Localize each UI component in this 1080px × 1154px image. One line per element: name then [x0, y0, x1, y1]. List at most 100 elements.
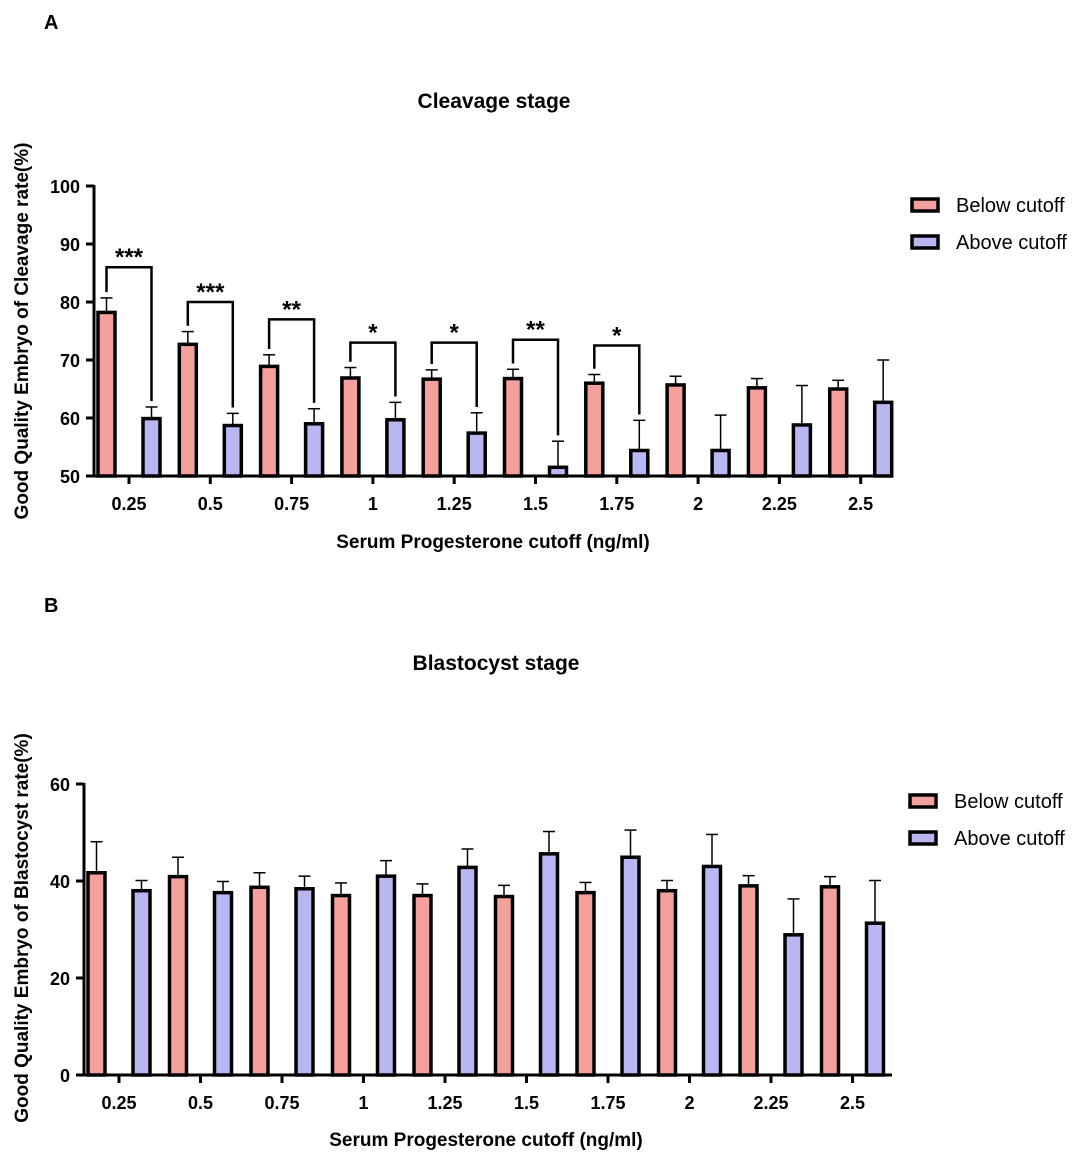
legend-label-b-1: Above cutoff: [954, 828, 1065, 850]
x-tick-label-b-3: 1: [358, 1093, 368, 1113]
bar-a-s0-1: [177, 342, 199, 478]
x-tick-label-b-1: 0.5: [188, 1093, 213, 1113]
bar-b-s1-9: [864, 921, 886, 1077]
significance-bracket-2: [267, 318, 316, 403]
bar-b-s1-6: [620, 855, 641, 1077]
significance-label-3: *: [368, 320, 378, 347]
chart-title-a: Cleavage stage: [418, 90, 571, 113]
significance-label-1: ***: [196, 279, 225, 306]
y-tick-label-b-2: 40: [50, 872, 70, 892]
significance-label-4: *: [450, 320, 460, 347]
x-tick-label-a-9: 2.5: [848, 494, 873, 514]
significance-label-6: *: [612, 323, 622, 350]
chart-title-b: Blastocyst stage: [413, 652, 580, 675]
bar-a-s1-6: [629, 448, 650, 478]
x-tick-label-a-8: 2.25: [762, 494, 797, 514]
bar-a-s0-4: [421, 377, 442, 478]
legend-swatch-b-0: [908, 793, 938, 809]
y-tick-label-a-0: 50: [60, 467, 80, 487]
significance-bracket-1: [186, 300, 235, 408]
x-tick-label-b-5: 1.5: [514, 1093, 539, 1113]
x-tick-label-b-7: 2: [684, 1093, 694, 1113]
x-tick-label-a-6: 1.75: [599, 494, 634, 514]
significance-label-5: **: [526, 317, 545, 344]
y-tick-label-a-2: 70: [60, 351, 80, 371]
bar-b-s1-1: [212, 890, 234, 1077]
x-tick-label-a-3: 1: [368, 494, 378, 514]
bar-b-s0-5: [493, 894, 515, 1077]
bar-a-s1-8: [791, 423, 813, 478]
bar-b-s0-0: [86, 871, 107, 1077]
bar-b-s0-7: [656, 888, 678, 1077]
plot-area-b: 0 20 40 60 0.25 0.5 0.75 1 1.25 1.5 1.75 2 2.25 2.5 Be…: [50, 775, 1065, 1113]
bar-b-s1-2: [294, 887, 315, 1077]
bar-b-s1-5: [538, 852, 560, 1077]
x-axis-label-b: Serum Progesterone cutoff (ng/ml): [329, 1130, 643, 1151]
bar-b-s1-7: [701, 864, 723, 1077]
y-tick-label-a-1: 60: [60, 409, 80, 429]
panel-letter-b: B: [44, 595, 58, 617]
bar-a-s0-3: [340, 376, 361, 478]
x-tick-label-a-7: 2: [693, 494, 703, 514]
bar-b-s1-3: [375, 874, 397, 1077]
x-axis-label-a: Serum Progesterone cutoff (ng/ml): [336, 532, 650, 553]
bar-a-s0-9: [827, 387, 849, 478]
y-axis-label-a: Good Quality Embryo of Cleavage rate(%): [12, 143, 33, 520]
y-tick-label-b-0: 0: [60, 1066, 70, 1086]
x-tick-label-b-4: 1.25: [427, 1093, 462, 1113]
bar-a-s1-0: [141, 416, 162, 478]
y-tick-label-a-5: 100: [50, 177, 80, 197]
bar-b-s0-6: [575, 890, 596, 1077]
bar-a-s1-1: [222, 423, 244, 478]
bar-a-s0-7: [665, 383, 686, 478]
bar-b-s0-2: [249, 885, 270, 1077]
legend-label-a-0: Below cutoff: [956, 195, 1065, 217]
legend-swatch-a-1: [910, 234, 940, 250]
bar-a-s1-4: [466, 431, 487, 478]
x-tick-label-b-6: 1.75: [590, 1093, 625, 1113]
legend-label-a-1: Above cutoff: [956, 232, 1067, 254]
significance-bracket-3: [349, 341, 397, 397]
bar-b-s0-9: [819, 885, 841, 1077]
y-tick-label-a-4: 90: [60, 235, 80, 255]
bar-a-s1-3: [385, 417, 406, 478]
bar-b-s0-1: [167, 874, 189, 1077]
bar-a-s0-2: [258, 364, 280, 478]
x-tick-label-a-1: 0.5: [198, 494, 223, 514]
x-tick-label-b-0: 0.25: [101, 1093, 136, 1113]
legend-label-b-0: Below cutoff: [954, 791, 1063, 813]
bar-a-s0-6: [584, 381, 605, 478]
bar-b-s0-4: [412, 893, 433, 1077]
y-tick-label-a-3: 80: [60, 293, 80, 313]
x-tick-label-b-2: 0.75: [264, 1093, 299, 1113]
x-tick-label-a-2: 0.75: [274, 494, 309, 514]
bar-a-s1-5: [547, 465, 569, 478]
bar-b-s1-0: [131, 888, 152, 1077]
x-tick-label-b-8: 2.25: [753, 1093, 788, 1113]
panel-a: A Cleavage stage Serum Progesterone cuto…: [12, 12, 1067, 553]
bar-a-s0-5: [502, 376, 524, 478]
significance-label-2: **: [282, 296, 301, 323]
significance-bracket-0: [105, 265, 153, 402]
bar-a-s0-0: [96, 310, 117, 478]
significance-bracket-5: [511, 338, 560, 436]
x-tick-label-b-9: 2.5: [840, 1093, 865, 1113]
x-tick-label-a-5: 1.5: [523, 494, 548, 514]
y-tick-label-b-3: 60: [50, 775, 70, 795]
bar-a-s1-2: [303, 422, 325, 478]
legend-swatch-b-1: [908, 830, 938, 846]
y-axis-label-b: Good Quality Embryo of Blastocyst rate(%…: [12, 733, 33, 1123]
x-tick-label-a-4: 1.25: [437, 494, 472, 514]
bar-a-s1-9: [872, 400, 894, 478]
bar-a-s0-8: [746, 386, 768, 478]
x-tick-label-a-0: 0.25: [111, 494, 146, 514]
significance-bracket-6: [593, 344, 641, 415]
panel-letter-a: A: [44, 12, 58, 34]
y-tick-label-b-1: 20: [50, 969, 70, 989]
bar-b-s1-8: [783, 933, 804, 1077]
plot-area-a: 50 60 70 80 90 100 0.25 0.5 0.75 1 1.25 1.5 1.75 2 2.2…: [50, 177, 1067, 514]
significance-label-0: ***: [115, 244, 144, 271]
bar-b-s0-8: [738, 884, 759, 1077]
